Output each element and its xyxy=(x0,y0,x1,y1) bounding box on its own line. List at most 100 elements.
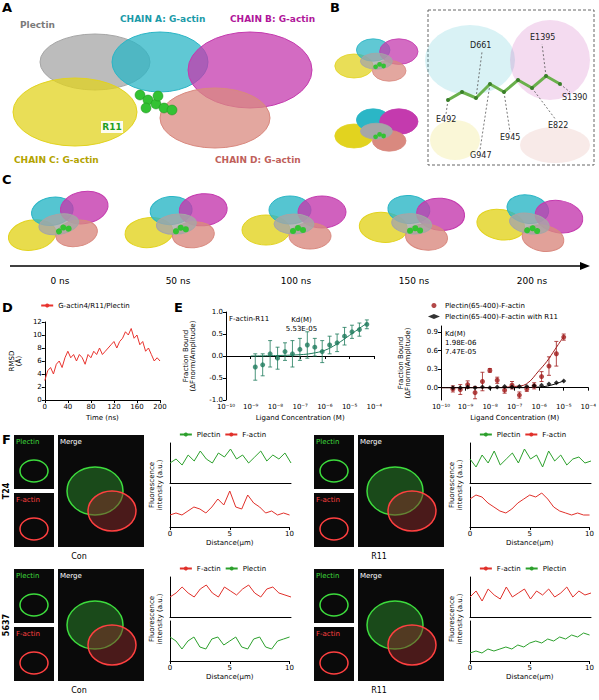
svg-text:Plectin: Plectin xyxy=(543,565,566,573)
svg-text:1.98E-06: 1.98E-06 xyxy=(445,339,477,347)
svg-text:80: 80 xyxy=(86,403,95,411)
svg-text:10⁻⁸: 10⁻⁸ xyxy=(482,403,498,411)
svg-text:intensity (a.u.): intensity (a.u.) xyxy=(456,593,464,644)
svg-text:10⁻¹⁰: 10⁻¹⁰ xyxy=(432,403,450,411)
svg-text:F-actin: F-actin xyxy=(16,496,40,504)
svg-text:10⁻⁶: 10⁻⁶ xyxy=(317,403,333,411)
svg-text:7.47E-05: 7.47E-05 xyxy=(445,348,476,356)
svg-text:50 ns: 50 ns xyxy=(166,276,191,286)
svg-text:Fluorescence: Fluorescence xyxy=(148,462,156,508)
svg-text:0.3: 0.3 xyxy=(427,365,438,373)
svg-text:R11: R11 xyxy=(371,686,387,695)
svg-text:intensity (a.u.): intensity (a.u.) xyxy=(156,459,164,510)
svg-text:Plectin: Plectin xyxy=(316,438,339,446)
svg-text:10⁻⁴: 10⁻⁴ xyxy=(367,403,383,411)
svg-text:CHAIN B: G-actin: CHAIN B: G-actin xyxy=(230,14,315,24)
svg-text:Distance(μm): Distance(μm) xyxy=(506,539,554,547)
svg-text:F-actin: F-actin xyxy=(542,431,566,439)
svg-text:0.0: 0.0 xyxy=(427,384,438,392)
svg-text:Distance(μm): Distance(μm) xyxy=(206,539,254,547)
svg-text:10: 10 xyxy=(285,530,294,538)
svg-text:Plectin: Plectin xyxy=(316,572,339,580)
svg-text:R11: R11 xyxy=(371,552,387,561)
svg-text:4: 4 xyxy=(37,370,42,378)
svg-text:B: B xyxy=(330,0,340,15)
svg-text:Plectin: Plectin xyxy=(243,565,266,573)
svg-text:Distance(μm): Distance(μm) xyxy=(506,673,554,681)
svg-text:Merge: Merge xyxy=(360,438,382,446)
svg-text:F-actin: F-actin xyxy=(242,431,266,439)
svg-text:0: 0 xyxy=(37,396,41,404)
svg-text:200: 200 xyxy=(153,403,166,411)
svg-text:S1390: S1390 xyxy=(562,93,587,102)
svg-text:CHAIN D: G-actin: CHAIN D: G-actin xyxy=(215,155,301,165)
svg-text:5: 5 xyxy=(228,664,232,672)
svg-text:F-actin: F-actin xyxy=(16,630,40,638)
svg-text:200 ns: 200 ns xyxy=(517,276,548,286)
svg-text:F-actin: F-actin xyxy=(497,565,521,573)
svg-text:E822: E822 xyxy=(548,121,568,130)
svg-text:-0.5: -0.5 xyxy=(209,374,223,382)
svg-text:10: 10 xyxy=(285,664,294,672)
svg-text:Ligand Concentration (M): Ligand Concentration (M) xyxy=(256,414,345,422)
svg-text:Merge: Merge xyxy=(360,572,382,580)
svg-text:(ΔFnorm/Amplitude): (ΔFnorm/Amplitude) xyxy=(404,327,412,398)
svg-text:Plectin(65-400)-F-actin with R: Plectin(65-400)-F-actin with R11 xyxy=(445,313,558,321)
svg-text:F-actin: F-actin xyxy=(316,630,340,638)
svg-text:10⁻⁵: 10⁻⁵ xyxy=(556,403,572,411)
svg-text:1.0: 1.0 xyxy=(212,308,223,316)
svg-text:5.53E-05: 5.53E-05 xyxy=(286,325,317,333)
svg-text:Time (ns): Time (ns) xyxy=(85,414,119,422)
svg-text:0: 0 xyxy=(168,530,172,538)
svg-text:Distance(μm): Distance(μm) xyxy=(206,673,254,681)
svg-text:0: 0 xyxy=(468,530,472,538)
svg-text:0.6: 0.6 xyxy=(427,347,439,355)
svg-text:10⁻⁹: 10⁻⁹ xyxy=(243,403,259,411)
svg-text:intensity (a.u.): intensity (a.u.) xyxy=(456,459,464,510)
svg-text:8: 8 xyxy=(37,344,41,352)
svg-text:G-actin4/R11/Plectin: G-actin4/R11/Plectin xyxy=(58,302,130,310)
svg-text:Kd(M): Kd(M) xyxy=(445,330,466,338)
svg-text:C: C xyxy=(2,172,12,187)
svg-text:Fluorescence: Fluorescence xyxy=(448,462,456,508)
svg-text:5: 5 xyxy=(528,664,532,672)
svg-text:120: 120 xyxy=(107,403,120,411)
svg-text:G947: G947 xyxy=(470,151,491,160)
svg-text:40: 40 xyxy=(63,403,72,411)
svg-text:Plectin: Plectin xyxy=(16,572,39,580)
svg-text:Merge: Merge xyxy=(60,572,82,580)
svg-text:0.0: 0.0 xyxy=(212,352,223,360)
svg-text:5: 5 xyxy=(528,530,532,538)
svg-text:150 ns: 150 ns xyxy=(399,276,430,286)
svg-text:Fluorescence: Fluorescence xyxy=(448,596,456,642)
svg-text:5637: 5637 xyxy=(2,614,11,636)
svg-text:10⁻⁷: 10⁻⁷ xyxy=(507,403,523,411)
svg-text:F: F xyxy=(2,432,11,447)
svg-text:(ΔFnorm/Amplitude): (ΔFnorm/Amplitude) xyxy=(189,320,197,391)
svg-text:D661: D661 xyxy=(470,41,491,50)
svg-text:Ligand Concentration (M): Ligand Concentration (M) xyxy=(470,414,559,422)
svg-text:5: 5 xyxy=(228,530,232,538)
svg-text:(Å): (Å) xyxy=(14,356,23,367)
svg-text:12: 12 xyxy=(33,318,42,326)
svg-text:E945: E945 xyxy=(500,133,520,142)
svg-text:10⁻⁹: 10⁻⁹ xyxy=(458,403,474,411)
svg-text:Fluorescence: Fluorescence xyxy=(148,596,156,642)
svg-text:0: 0 xyxy=(468,664,472,672)
svg-text:Plectin: Plectin xyxy=(16,438,39,446)
svg-text:10⁻⁶: 10⁻⁶ xyxy=(531,403,547,411)
svg-text:E: E xyxy=(174,300,183,315)
svg-text:F-actin: F-actin xyxy=(316,496,340,504)
svg-text:6: 6 xyxy=(37,357,42,365)
svg-text:Plectin: Plectin xyxy=(20,20,55,30)
svg-text:Plectin(65-400)-F-actin: Plectin(65-400)-F-actin xyxy=(445,302,525,310)
svg-text:160: 160 xyxy=(130,403,143,411)
svg-text:Plectin: Plectin xyxy=(197,431,220,439)
svg-text:Con: Con xyxy=(71,552,87,561)
svg-text:10⁻¹⁰: 10⁻¹⁰ xyxy=(217,403,235,411)
svg-text:10⁻⁷: 10⁻⁷ xyxy=(292,403,308,411)
svg-text:0 ns: 0 ns xyxy=(51,276,70,286)
svg-text:CHAIN A: G-actin: CHAIN A: G-actin xyxy=(120,14,205,24)
svg-text:100 ns: 100 ns xyxy=(281,276,312,286)
svg-text:Kd(M): Kd(M) xyxy=(291,316,312,324)
